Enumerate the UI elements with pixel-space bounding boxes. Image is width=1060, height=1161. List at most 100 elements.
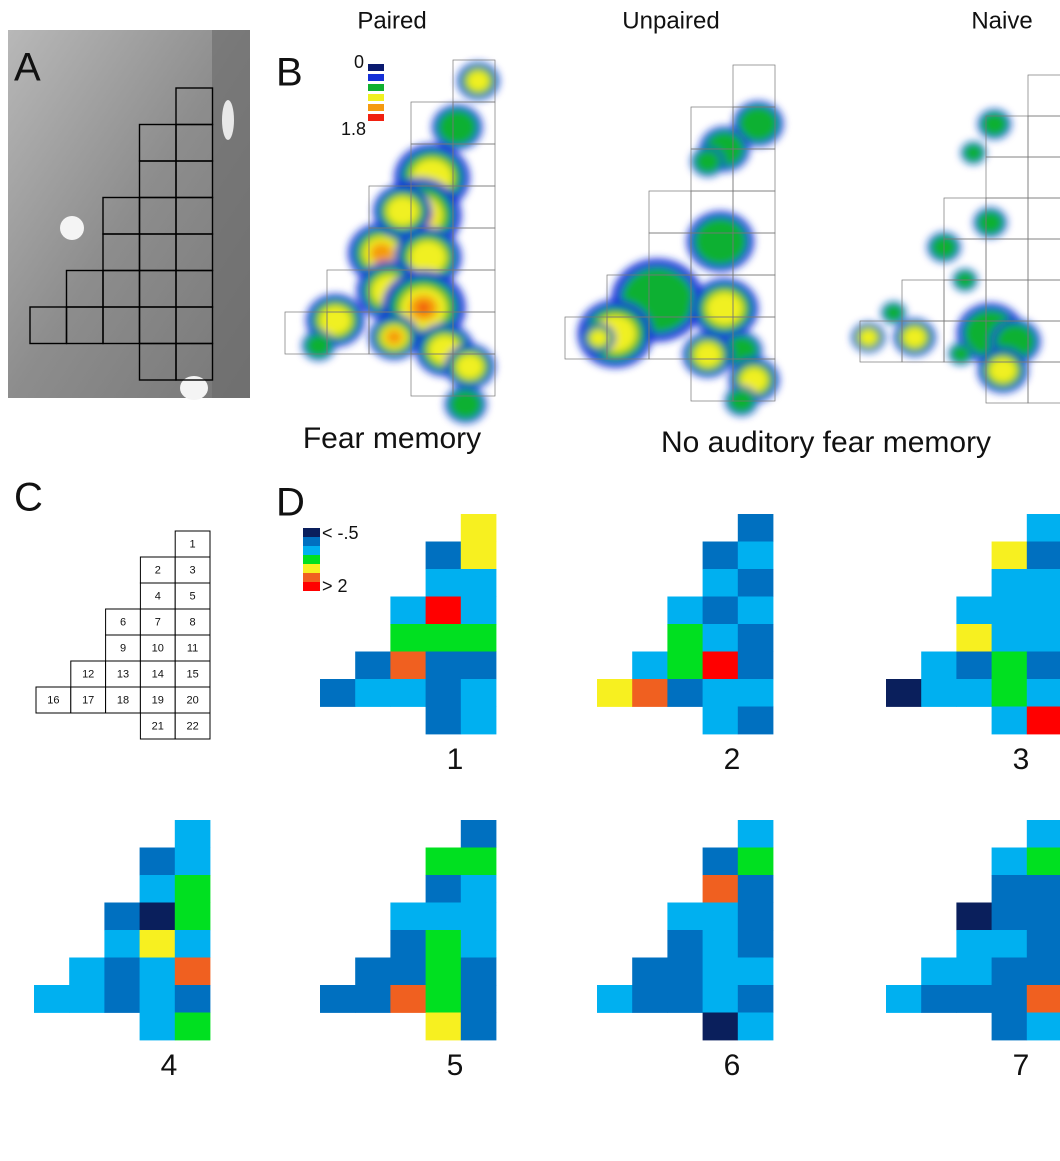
map-cell <box>667 679 703 707</box>
map-cell <box>597 679 633 707</box>
density-blob <box>319 306 352 336</box>
map-cell <box>632 679 668 707</box>
histology-vessel <box>222 100 234 140</box>
map-cell <box>426 848 462 876</box>
density-blob <box>694 342 722 367</box>
page: ABCDPairedUnpairedNaive01.8Fear memoryNo… <box>0 0 1060 1161</box>
map-cell <box>703 985 739 1013</box>
condition-title: Naive <box>971 7 1032 34</box>
density-blob <box>951 345 971 363</box>
map-cell <box>703 597 739 625</box>
density-blob <box>409 240 447 274</box>
density-blob <box>449 390 482 419</box>
map-cell <box>738 652 774 680</box>
condition-title: Paired <box>357 7 426 34</box>
map-cell <box>738 875 774 903</box>
map-cell <box>426 597 462 625</box>
map-cell <box>738 597 774 625</box>
map-cell <box>1027 875 1060 903</box>
map-cell <box>992 597 1028 625</box>
map-cell <box>703 652 739 680</box>
region-number: 15 <box>186 668 198 680</box>
region-number: 20 <box>186 694 198 706</box>
density-blob <box>456 354 484 379</box>
map-cell <box>426 875 462 903</box>
region-number: 3 <box>190 564 196 576</box>
map-cell <box>738 1013 774 1041</box>
legend-low-label: < -.5 <box>322 523 359 543</box>
map-cell <box>461 875 497 903</box>
map-cell <box>355 985 391 1013</box>
legend-swatch <box>303 582 320 591</box>
density-blob <box>386 329 403 344</box>
scale-swatch <box>368 94 384 101</box>
density-blob <box>370 243 393 264</box>
region-number: 1 <box>190 538 196 550</box>
map-cell <box>1027 542 1060 570</box>
map-cell <box>69 958 105 986</box>
scale-min-label: 0 <box>354 52 364 72</box>
region-number: 9 <box>120 642 126 654</box>
map-cell <box>461 679 497 707</box>
map-cell <box>461 624 497 652</box>
map-cell <box>1027 820 1060 848</box>
map-cell <box>461 1013 497 1041</box>
region-number: 5 <box>190 590 196 602</box>
density-blob <box>903 327 927 348</box>
map-cell <box>956 958 992 986</box>
density-blob <box>386 196 419 226</box>
map-label: 6 <box>724 1049 741 1082</box>
map-cell <box>461 930 497 958</box>
region-number: 10 <box>152 642 164 654</box>
map-cell <box>1027 624 1060 652</box>
histology-edge <box>212 30 250 398</box>
map-cell <box>461 958 497 986</box>
map-cell <box>886 679 922 707</box>
map-cell <box>992 679 1028 707</box>
grid-cell-outline <box>1028 157 1060 198</box>
map-cell <box>956 597 992 625</box>
map-cell <box>738 848 774 876</box>
map-cell <box>1027 652 1060 680</box>
density-blob <box>977 211 1003 235</box>
map-cell <box>956 985 992 1013</box>
map-cell <box>320 679 356 707</box>
map-cell <box>738 903 774 931</box>
map-cell <box>140 958 176 986</box>
map-label: 1 <box>447 743 464 776</box>
map-cell <box>1027 1013 1060 1041</box>
map-cell <box>140 1013 176 1041</box>
map-cell <box>992 985 1028 1013</box>
density-blob <box>438 110 477 145</box>
region-number: 6 <box>120 616 126 628</box>
map-cell <box>140 848 176 876</box>
map-cell <box>738 820 774 848</box>
map-cell <box>667 652 703 680</box>
legend-swatch <box>303 546 320 555</box>
density-blob <box>884 304 904 322</box>
map-cell <box>703 848 739 876</box>
density-blob <box>695 150 721 174</box>
region-number: 22 <box>186 720 198 732</box>
legend-swatch <box>303 537 320 546</box>
scale-max-label: 1.8 <box>341 119 366 139</box>
map-cell <box>956 652 992 680</box>
map-label: 5 <box>447 1049 464 1082</box>
density-blob <box>589 330 608 347</box>
map-cell <box>175 820 211 848</box>
map-cell <box>992 875 1028 903</box>
map-cell <box>1027 958 1060 986</box>
map-cell <box>992 707 1028 735</box>
density-blob <box>964 144 984 162</box>
map-cell <box>956 903 992 931</box>
map-cell <box>667 930 703 958</box>
map-cell <box>992 542 1028 570</box>
map-cell <box>140 875 176 903</box>
map-cell <box>390 903 426 931</box>
density-map <box>852 109 1041 393</box>
panel-label: A <box>14 46 41 90</box>
density-map <box>302 62 499 423</box>
grid-cell-outline <box>1028 362 1060 403</box>
condition-title: Unpaired <box>622 7 719 34</box>
map-cell <box>738 707 774 735</box>
